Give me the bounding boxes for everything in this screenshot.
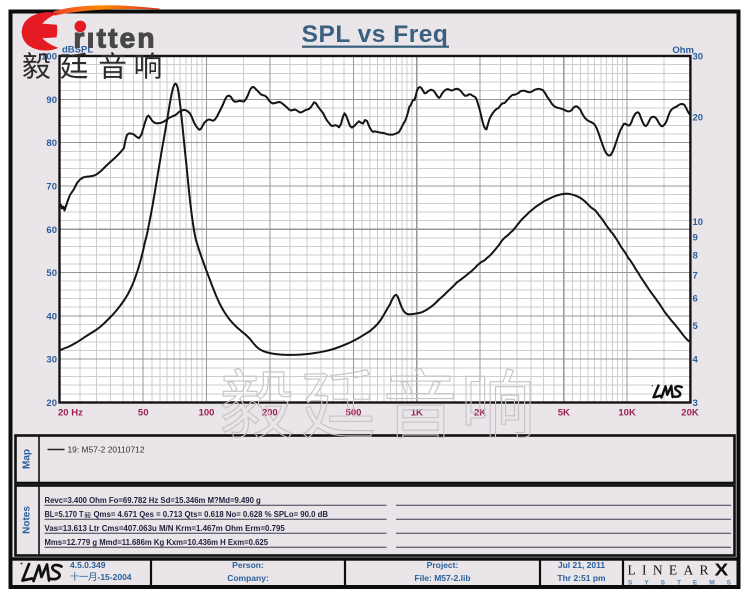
svg-text:20: 20: [693, 113, 704, 124]
svg-text:-15-2004: -15-2004: [98, 572, 132, 582]
svg-text:100: 100: [199, 408, 215, 419]
svg-text:5K: 5K: [558, 408, 570, 419]
svg-text:Revc=3.400 Ohm Fo=69.782 Hz: Revc=3.400 Ohm Fo=69.782 Hz Sd=15.346m M…: [45, 496, 261, 505]
svg-text:4: 4: [693, 355, 699, 366]
svg-text:SPL vs Freq: SPL vs Freq: [302, 21, 449, 48]
svg-text:Company:: Company:: [227, 573, 269, 583]
svg-text:30: 30: [693, 52, 704, 63]
svg-text:Jul 21, 2011: Jul 21, 2011: [558, 560, 606, 570]
svg-text:10K: 10K: [618, 408, 636, 419]
svg-text:X: X: [715, 561, 729, 580]
svg-text:Qms= 4.671 Qes = 0.713 Qts=: Qms= 4.671 Qes = 0.713 Qts= 0.618 No= 0.…: [94, 510, 329, 519]
svg-text:dBSPL: dBSPL: [62, 45, 93, 56]
svg-text:19: M57-2 20110712: 19: M57-2 20110712: [68, 445, 145, 455]
svg-text:200: 200: [262, 408, 278, 419]
svg-text:30: 30: [46, 355, 57, 366]
svg-text:40: 40: [46, 311, 57, 322]
svg-text:20: 20: [46, 398, 57, 409]
svg-text:Map: Map: [22, 449, 33, 469]
svg-text:BL=5.170 T: BL=5.170 T: [45, 510, 84, 519]
svg-text:Notes: Notes: [22, 506, 33, 534]
svg-text:50: 50: [46, 268, 57, 279]
svg-text:60: 60: [46, 225, 57, 236]
svg-text:Project:: Project:: [427, 560, 459, 570]
svg-text:70: 70: [46, 181, 57, 192]
svg-text:20 Hz: 20 Hz: [58, 408, 83, 419]
svg-text:5: 5: [693, 321, 699, 332]
svg-text:Ohm: Ohm: [672, 45, 694, 56]
svg-text:1K: 1K: [411, 408, 423, 419]
svg-text:10: 10: [693, 217, 704, 228]
svg-text:20K: 20K: [681, 408, 699, 419]
svg-text:8: 8: [693, 250, 698, 261]
svg-text:9: 9: [693, 233, 698, 244]
svg-text:50: 50: [138, 408, 149, 419]
svg-text:rıtten: rıtten: [74, 23, 157, 54]
svg-text:7: 7: [693, 271, 698, 282]
svg-text:4.5.0.349: 4.5.0.349: [70, 560, 106, 570]
svg-text:90: 90: [46, 95, 57, 106]
svg-text:3: 3: [693, 398, 698, 409]
svg-text:Person:: Person:: [232, 560, 264, 570]
svg-text:Vas=13.613 Ltr Cms=407.063u M: Vas=13.613 Ltr Cms=407.063u M/N Krm=1.46…: [45, 524, 286, 533]
svg-text:80: 80: [46, 138, 57, 149]
svg-text:File: M57-2.lib: File: M57-2.lib: [414, 573, 470, 583]
svg-text:Mms=12.779 g Mmd=11.686m Kg: Mms=12.779 g Mmd=11.686m Kg Kxm=10.436m …: [45, 538, 269, 547]
svg-text:100: 100: [41, 52, 57, 63]
svg-text:6: 6: [693, 294, 698, 305]
svg-text:Thr 2:51 pm: Thr 2:51 pm: [557, 573, 606, 583]
svg-text:SYSTEMS: SYSTEMS: [628, 580, 732, 587]
